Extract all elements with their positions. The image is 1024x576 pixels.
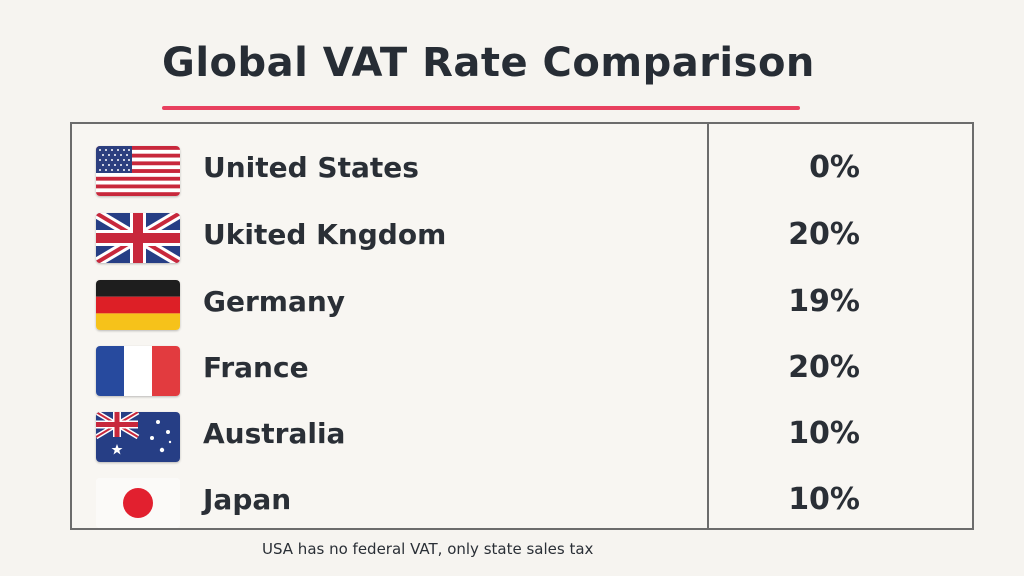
- column-divider: [707, 122, 709, 530]
- rate-value: 0%: [809, 150, 860, 185]
- country-label: Germany: [203, 285, 346, 318]
- title-underline: [162, 106, 800, 110]
- footnote: USA has no federal VAT, only state sales…: [262, 540, 594, 558]
- table-row: Japan 10%: [0, 473, 1024, 539]
- chart-title: Global VAT Rate Comparison: [162, 40, 815, 86]
- table-row: Ukited Kngdom 20%: [0, 208, 1024, 274]
- rate-value: 10%: [788, 482, 860, 517]
- table-row: Australia 10%: [0, 407, 1024, 473]
- japan-flag-icon: [96, 478, 180, 528]
- us-flag-icon: [96, 146, 180, 196]
- country-label: France: [203, 351, 309, 384]
- australia-flag-icon: [96, 412, 180, 462]
- country-label: Ukited Kngdom: [203, 218, 447, 251]
- country-label: United States: [203, 151, 419, 184]
- rate-value: 19%: [788, 284, 860, 319]
- rate-value: 20%: [788, 217, 860, 252]
- table-row: Germany 19%: [0, 275, 1024, 341]
- country-label: Japan: [203, 483, 292, 516]
- germany-flag-icon: [96, 280, 180, 330]
- france-flag-icon: [96, 346, 180, 396]
- uk-flag-icon: [96, 213, 180, 263]
- table-row: United States 0%: [0, 141, 1024, 207]
- country-label: Australia: [203, 417, 346, 450]
- rate-value: 20%: [788, 350, 860, 385]
- vat-table: [70, 122, 974, 530]
- table-row: France 20%: [0, 341, 1024, 407]
- rate-value: 10%: [788, 416, 860, 451]
